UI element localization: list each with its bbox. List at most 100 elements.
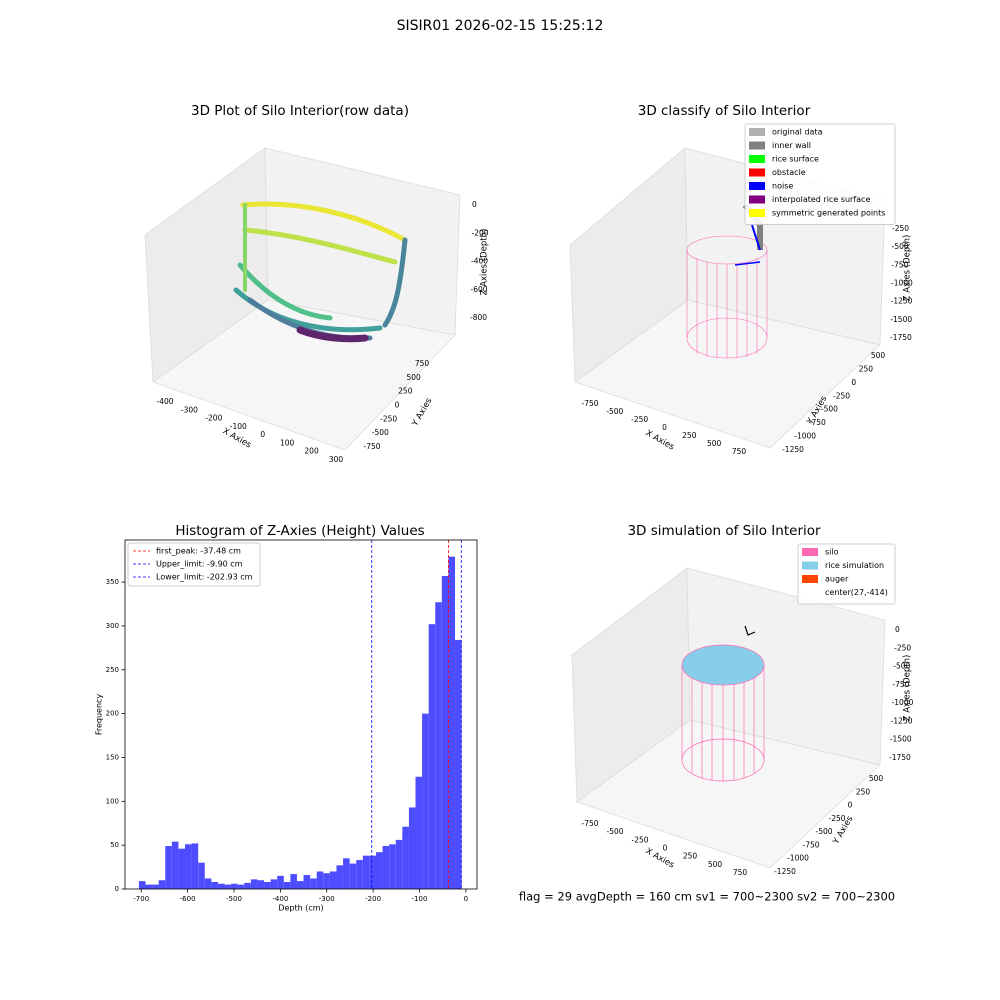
z-tick-label: -500 — [893, 662, 910, 671]
x-tick-label: 0 — [464, 895, 468, 903]
x-tick-label: -400 — [156, 397, 173, 406]
pane-box — [571, 567, 886, 869]
y-tick-label: 250 — [856, 787, 871, 796]
x-tick-label: -400 — [272, 895, 288, 903]
legend-swatch — [749, 195, 765, 204]
bar — [198, 862, 205, 889]
bar — [356, 860, 363, 889]
legend-swatch — [749, 209, 765, 217]
bar — [336, 865, 344, 889]
z-axis-label: Z Axies (Depth) — [903, 235, 913, 302]
x-tick-label: -750 — [581, 819, 598, 828]
z-tick-label: -200 — [472, 228, 489, 237]
bar — [171, 841, 179, 889]
plot-frame — [124, 539, 478, 890]
x-tick-label: -300 — [319, 895, 335, 903]
legend-swatch — [802, 575, 818, 583]
y-tick-label: -500 — [372, 428, 389, 437]
x-tick-label: 750 — [733, 868, 748, 877]
x-tick-label: 500 — [707, 439, 722, 448]
bar — [382, 846, 390, 889]
chart-title: 3D classify of Silo Interior — [638, 103, 811, 119]
chart-title: 3D Plot of Silo Interior(row data) — [191, 103, 409, 119]
legend-label: inner wall — [772, 141, 811, 150]
x-tick-label: -200 — [365, 895, 381, 903]
bar — [395, 839, 403, 889]
bar — [369, 855, 376, 889]
bar — [224, 884, 232, 889]
bar — [455, 639, 462, 889]
bar — [402, 826, 409, 889]
y-tick-label: 0 — [848, 801, 853, 810]
x-tick-label: 0 — [663, 844, 668, 853]
chart-title: 3D simulation of Silo Interior — [627, 523, 821, 539]
z-tick-label: -250 — [894, 643, 911, 652]
x-tick-label: -100 — [230, 422, 247, 431]
y-tick-label: 350 — [106, 578, 119, 586]
x-tick-label: 250 — [682, 431, 697, 440]
bar — [415, 776, 423, 889]
bar — [257, 880, 265, 889]
y-tick-label: -1000 — [787, 854, 809, 863]
bar — [264, 881, 271, 889]
x-tick-label: -500 — [606, 407, 623, 416]
bar — [323, 873, 330, 889]
x-tick-label: 0 — [662, 423, 667, 432]
legend-swatch — [802, 561, 818, 570]
legend-label: symmetric generated points — [772, 209, 885, 218]
y-tick-label: 750 — [415, 359, 430, 368]
bar — [389, 844, 396, 889]
bar — [185, 844, 192, 889]
bar — [290, 874, 297, 889]
z-tick-label: -600 — [471, 285, 488, 294]
y-tick-label: -250 — [380, 414, 397, 423]
y-tick-label: 500 — [407, 373, 422, 382]
bar — [178, 848, 186, 889]
y-tick-label: 100 — [106, 797, 119, 805]
y-tick-label: 500 — [871, 351, 886, 360]
y-tick-label: -750 — [809, 418, 826, 427]
legend-swatch — [749, 182, 765, 190]
legend-label: Lower_limit: -202.93 cm — [156, 573, 253, 582]
y-tick-label: -500 — [821, 405, 838, 414]
bar — [145, 884, 153, 889]
footer-text: flag = 29 avgDepth = 160 cm sv1 = 700~23… — [519, 890, 895, 904]
z-tick-label: -1250 — [891, 297, 913, 306]
x-tick-label: -500 — [226, 895, 242, 903]
figure-title: SISIR01 2026-02-15 15:25:12 — [397, 18, 604, 34]
x-axis-label: X Axies — [644, 846, 677, 871]
y-tick-label: -750 — [802, 840, 819, 849]
y-tick-label: -500 — [815, 827, 832, 836]
y-axis-label: Frequency — [95, 694, 104, 736]
y-tick-label: 0 — [395, 401, 400, 410]
legend-label: auger — [825, 575, 849, 584]
x-tick-label: 750 — [732, 447, 747, 456]
bar — [349, 863, 357, 889]
legend-label: Upper_limit: -9.90 cm — [156, 560, 243, 569]
z-tick-label: -1500 — [890, 315, 912, 324]
silo-simulation — [681, 625, 765, 782]
bar — [211, 881, 218, 889]
pane-box — [144, 147, 461, 451]
x-tick-label: -200 — [205, 414, 222, 423]
x-tick-label: 200 — [304, 447, 319, 456]
legend-box — [127, 542, 261, 587]
z-tick-label: -250 — [892, 224, 909, 233]
legend-label: original data — [772, 128, 823, 137]
point-cloud — [233, 201, 408, 343]
x-tick-label: 300 — [329, 455, 344, 464]
legend-label: interpolated rice surface — [772, 195, 870, 204]
bar — [441, 575, 449, 889]
legend-label: rice surface — [772, 155, 819, 164]
legend-label: noise — [772, 182, 793, 191]
z-tick-label: 0 — [895, 625, 900, 634]
y-tick-label: 500 — [869, 774, 884, 783]
bar — [191, 843, 199, 889]
bar — [329, 871, 337, 889]
bar — [237, 884, 245, 889]
y-axis-label: Y Axies — [410, 396, 435, 429]
bar — [204, 878, 212, 889]
legend-swatch — [749, 128, 765, 136]
x-tick-label: 500 — [708, 860, 723, 869]
